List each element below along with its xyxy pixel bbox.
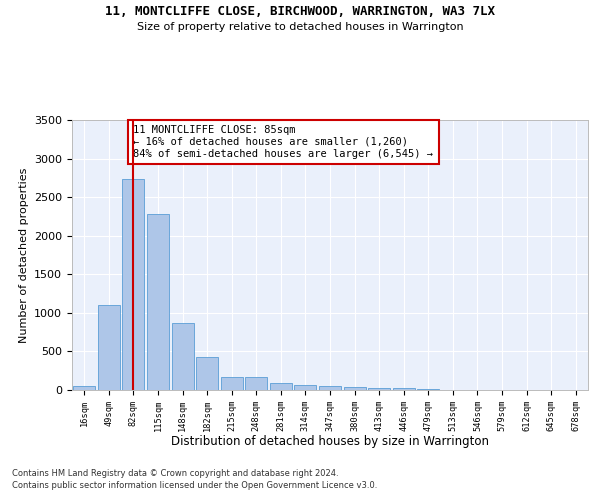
Bar <box>122 180 145 390</box>
Text: Contains public sector information licensed under the Open Government Licence v3: Contains public sector information licen… <box>12 481 377 490</box>
Text: Distribution of detached houses by size in Warrington: Distribution of detached houses by size … <box>171 435 489 448</box>
Bar <box>98 305 120 390</box>
Bar <box>368 388 390 390</box>
Bar <box>417 389 439 390</box>
Bar <box>270 383 292 390</box>
Bar <box>221 377 243 390</box>
Bar <box>172 323 194 390</box>
Text: Size of property relative to detached houses in Warrington: Size of property relative to detached ho… <box>137 22 463 32</box>
Bar <box>147 214 169 390</box>
Y-axis label: Number of detached properties: Number of detached properties <box>19 168 29 342</box>
Bar <box>196 357 218 390</box>
Text: 11 MONTCLIFFE CLOSE: 85sqm
← 16% of detached houses are smaller (1,260)
84% of s: 11 MONTCLIFFE CLOSE: 85sqm ← 16% of deta… <box>133 126 433 158</box>
Bar <box>295 386 316 390</box>
Bar <box>344 388 365 390</box>
Bar <box>73 386 95 390</box>
Bar <box>392 388 415 390</box>
Text: 11, MONTCLIFFE CLOSE, BIRCHWOOD, WARRINGTON, WA3 7LX: 11, MONTCLIFFE CLOSE, BIRCHWOOD, WARRING… <box>105 5 495 18</box>
Bar <box>319 386 341 390</box>
Bar <box>245 378 268 390</box>
Text: Contains HM Land Registry data © Crown copyright and database right 2024.: Contains HM Land Registry data © Crown c… <box>12 468 338 477</box>
